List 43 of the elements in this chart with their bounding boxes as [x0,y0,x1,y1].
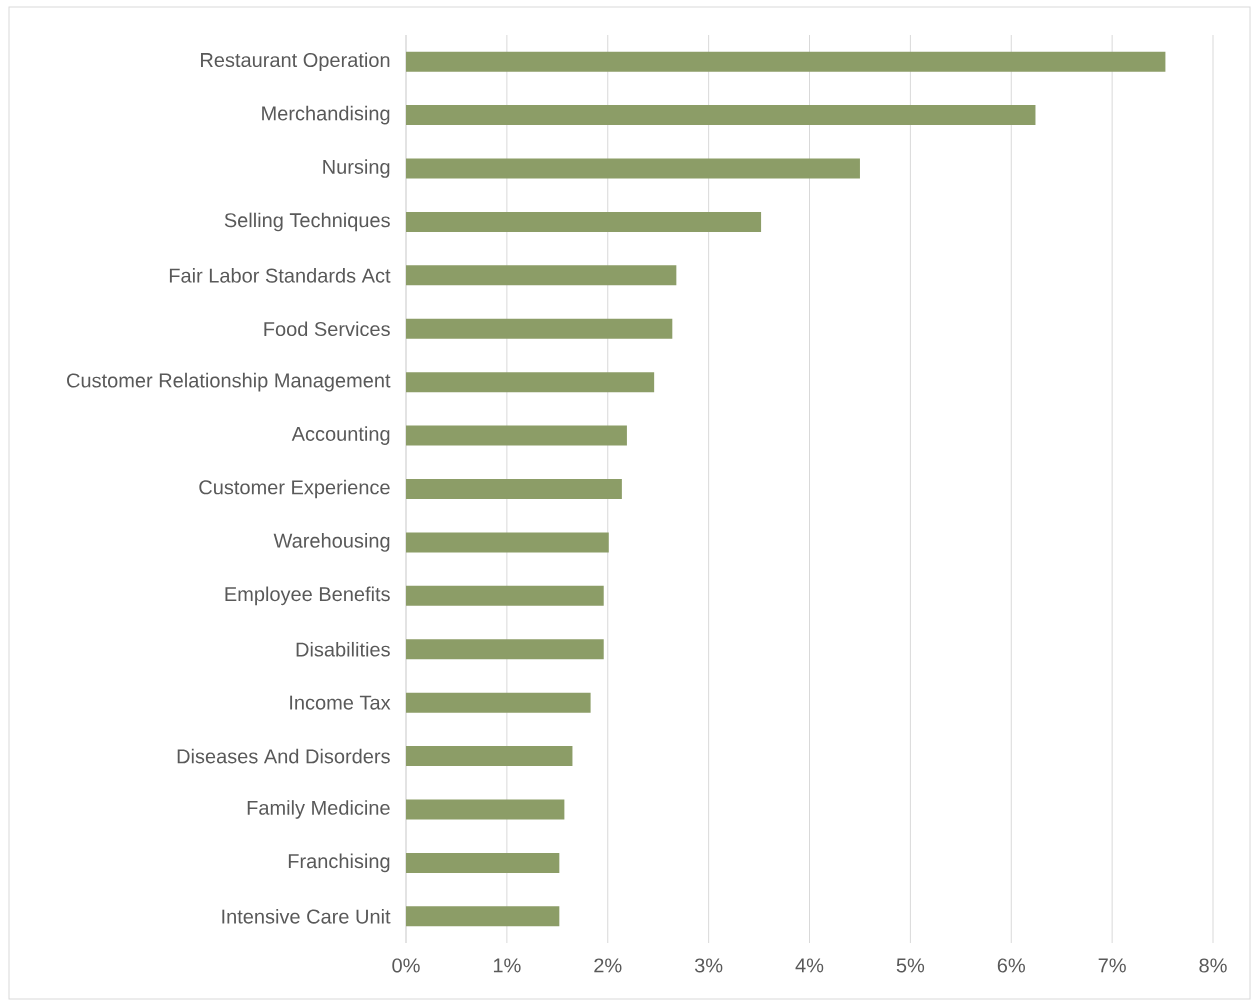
bar [406,585,604,606]
bar [406,51,1166,72]
x-tick-label: 7% [1098,958,1126,973]
bar [406,799,565,820]
bar [406,211,762,232]
y-tick-label: Income Tax [290,695,391,710]
bar [406,906,560,927]
y-tick-label: Restaurant Operation [201,52,390,72]
x-tick-label: 6% [997,958,1025,973]
bar [406,639,604,660]
x-tick-label: 5% [896,958,925,973]
y-tick-label: Accounting [291,426,390,445]
y-tick-label: Franchising [288,853,390,873]
y-tick-label: Warehousing [273,533,390,552]
bar [406,852,560,873]
y-tick-label: Food Services [264,321,390,337]
bar [406,158,860,179]
y-tick-label: Employee Benefits [225,586,390,606]
y-tick-label: Intensive Care Unit [222,908,391,924]
bar [406,479,622,500]
y-tick-label: Customer Relationship Management [67,372,391,392]
x-tick-label: 3% [694,958,723,973]
bar [406,425,627,446]
y-tick-label: Diseases And Disorders [177,748,390,764]
y-tick-label: Disabilities [296,641,390,657]
bar [406,692,591,713]
x-tick-label: 8% [1199,958,1227,973]
y-tick-label: Nursing [323,159,390,178]
y-tick-label: Merchandising [262,105,390,125]
x-tick-label: 2% [594,958,622,973]
bar [406,372,655,393]
y-tick-label: Fair Labor Standards Act [169,268,391,283]
y-tick-label: Customer Experience [199,479,390,499]
y-tick-label: Family Medicine [247,800,390,819]
bar [406,265,677,286]
bar [406,318,673,339]
bar [406,746,573,767]
x-tick-label: 4% [795,958,824,973]
x-tick-label: 1% [493,958,521,973]
y-tick-label: Selling Techniques [224,212,390,232]
x-tick-label: 0% [392,958,420,973]
bar [406,105,1036,126]
bar [406,532,609,553]
